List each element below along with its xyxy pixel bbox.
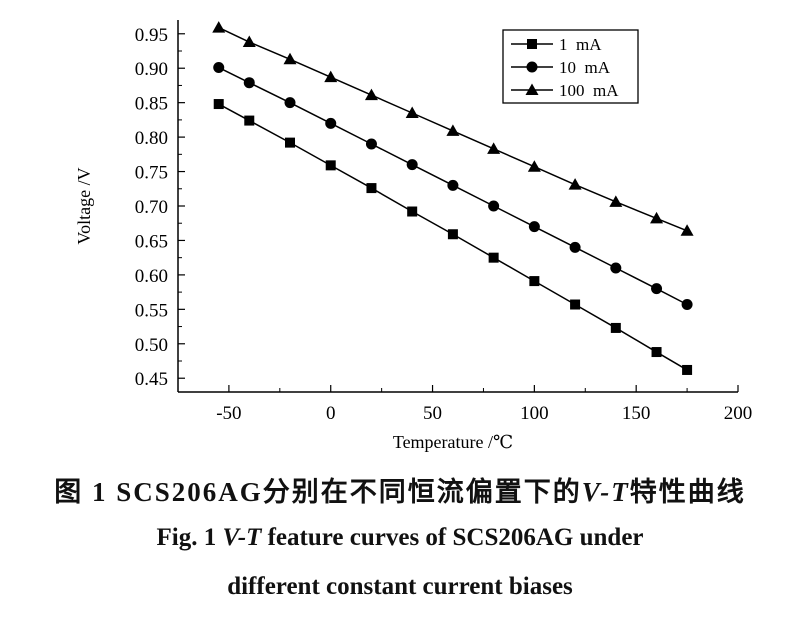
data-point (681, 299, 693, 311)
vt-chart: 0.45 0.50 0.55 0.60 0.65 0.70 0.75 0.80 0.85 0.90… (74, 20, 752, 452)
y-tick-label: 0.70 (135, 197, 168, 218)
data-point (570, 299, 581, 310)
caption-zh-prefix: 图 1 SCS206AG分别在不同恒流偏置下的 (54, 477, 582, 507)
y-tick-label: 0.60 (135, 266, 168, 287)
series-square (213, 99, 693, 375)
figure-caption-chinese: 图 1 SCS206AG分别在不同恒流偏置下的V-T特性曲线 (0, 470, 800, 509)
y-tick-label: 0.55 (135, 300, 168, 321)
data-point (325, 160, 336, 171)
data-point (527, 160, 541, 172)
data-point (244, 115, 255, 126)
figure-caption-english-line2: different constant current biases (227, 573, 573, 600)
legend-label: 100 mA (559, 81, 619, 100)
data-point (529, 276, 540, 287)
caption-zh-suffix: 特性曲线 (629, 477, 746, 507)
data-point (680, 224, 694, 236)
caption-en-prefix: Fig. 1 (156, 524, 223, 551)
data-point (488, 200, 500, 212)
data-point (651, 347, 662, 358)
y-tick-label: 0.75 (135, 163, 168, 184)
chart-legend: 1 mA 10 mA 100 mA (502, 29, 639, 104)
data-point (610, 322, 621, 333)
legend-marker (525, 83, 539, 95)
data-point (487, 142, 501, 154)
data-point (651, 283, 663, 295)
data-point (528, 221, 540, 233)
data-point (610, 262, 622, 274)
legend-label: 10 mA (559, 58, 611, 77)
data-point (447, 179, 459, 191)
data-point (406, 159, 418, 171)
x-tick-label: 150 (622, 403, 651, 424)
y-tick-label: 0.90 (135, 59, 168, 80)
data-point (446, 124, 460, 136)
data-point (243, 77, 255, 89)
caption-zh-vt: V-T (581, 477, 630, 507)
x-axis-label: Temperature /℃ (393, 432, 513, 452)
data-point (568, 178, 582, 190)
data-point (284, 97, 296, 109)
data-point (364, 88, 378, 101)
data-point (609, 195, 623, 207)
data-point (366, 183, 377, 194)
y-tick-label: 0.45 (135, 369, 168, 390)
figure-caption-english-line1: Fig. 1 V-T feature curves of SCS206AG un… (0, 524, 800, 552)
data-point (365, 138, 377, 150)
x-tick-label: 50 (423, 403, 442, 424)
data-point (650, 211, 664, 224)
x-tick-label: 0 (326, 403, 336, 424)
data-point (407, 206, 418, 217)
y-axis-label: Voltage /V (74, 167, 94, 244)
data-point (212, 21, 226, 33)
y-tick-label: 0.80 (135, 128, 168, 149)
x-tick-label: 100 (520, 403, 549, 424)
caption-en-suffix: feature curves of SCS206AG under (261, 524, 644, 551)
series-circle (213, 62, 693, 311)
chart-axes: 0.45 0.50 0.55 0.60 0.65 0.70 0.75 0.80 0.85 0.90… (74, 20, 752, 452)
data-point (325, 117, 337, 129)
data-point (324, 70, 338, 83)
y-tick-label: 0.85 (135, 94, 168, 115)
data-point (447, 229, 458, 240)
series-triangle (212, 21, 694, 236)
data-point (569, 241, 581, 253)
y-tick-label: 0.50 (135, 335, 168, 356)
data-point (405, 106, 419, 118)
legend-label: 1 mA (559, 35, 602, 54)
chart-series (212, 21, 694, 375)
legend-marker (527, 39, 537, 49)
data-point (285, 137, 295, 148)
data-point (682, 364, 693, 375)
data-point (213, 62, 225, 74)
data-point (242, 35, 256, 48)
legend-marker (526, 61, 538, 73)
caption-en-vt: V-T (222, 524, 262, 551)
data-point (488, 252, 499, 263)
y-tick-label: 0.95 (135, 25, 168, 46)
x-tick-label: -50 (216, 403, 241, 424)
x-tick-label: 200 (724, 403, 753, 424)
data-point (283, 52, 297, 65)
y-tick-label: 0.65 (135, 231, 168, 252)
data-point (213, 99, 224, 110)
